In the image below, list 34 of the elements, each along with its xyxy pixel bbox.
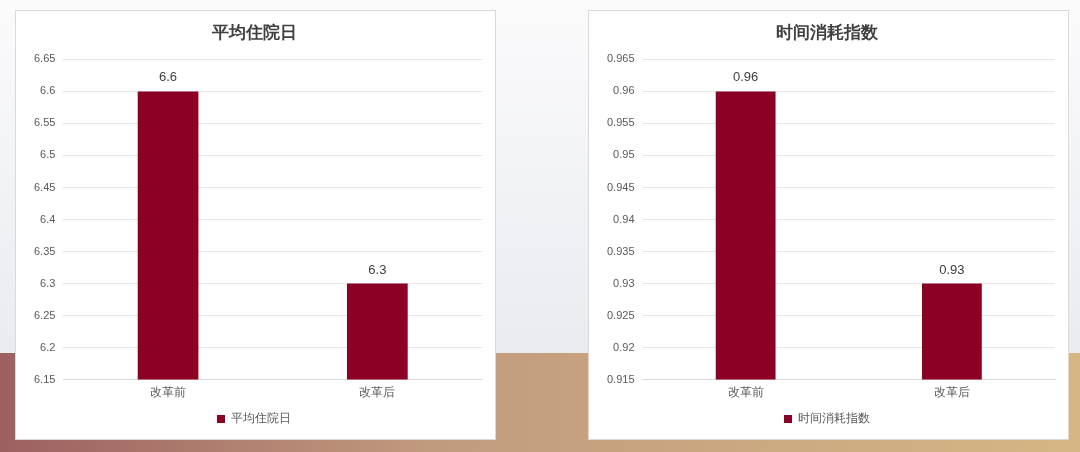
- y-tick-label: 6.65: [33, 52, 56, 65]
- y-tick-label: 0.94: [613, 212, 635, 225]
- y-tick-label: 0.955: [607, 116, 635, 129]
- data-label: 0.93: [939, 261, 965, 277]
- y-tick-label: 6.15: [33, 372, 56, 385]
- y-tick-label: 0.915: [607, 372, 635, 385]
- x-tick-label: 改革后: [933, 385, 970, 400]
- x-tick-label: 改革后: [359, 385, 396, 400]
- x-tick-label: 改革前: [150, 385, 187, 400]
- y-tick-label: 0.93: [613, 276, 635, 289]
- y-tick-label: 6.45: [33, 180, 56, 193]
- y-tick-label: 6.6: [40, 84, 56, 97]
- y-tick-label: 6.3: [40, 276, 56, 289]
- y-tick-label: 6.4: [40, 212, 56, 225]
- y-tick-label: 0.92: [613, 340, 635, 353]
- y-tick-label: 6.25: [33, 308, 56, 321]
- y-tick-label: 6.2: [40, 340, 56, 353]
- y-tick-label: 6.5: [40, 148, 56, 161]
- y-tick-label: 0.95: [613, 148, 635, 161]
- legend-label: 平均住院日: [231, 411, 291, 426]
- chart-title: 平均住院日: [210, 22, 297, 42]
- y-tick-label: 6.35: [33, 244, 56, 257]
- y-tick-label: 0.945: [607, 180, 635, 193]
- data-label: 0.96: [732, 69, 759, 85]
- y-tick-label: 6.55: [33, 116, 56, 129]
- x-tick-label: 改革前: [727, 385, 764, 400]
- y-tick-label: 0.96: [613, 84, 635, 97]
- y-tick-label: 0.935: [607, 244, 635, 257]
- data-label: 6.3: [368, 261, 387, 277]
- legend-label: 时间消耗指数: [798, 411, 870, 426]
- y-tick-label: 0.925: [607, 308, 635, 321]
- data-label: 6.6: [159, 69, 178, 85]
- y-tick-label: 0.965: [607, 52, 635, 65]
- chart-title: 时间消耗指数: [776, 22, 879, 42]
